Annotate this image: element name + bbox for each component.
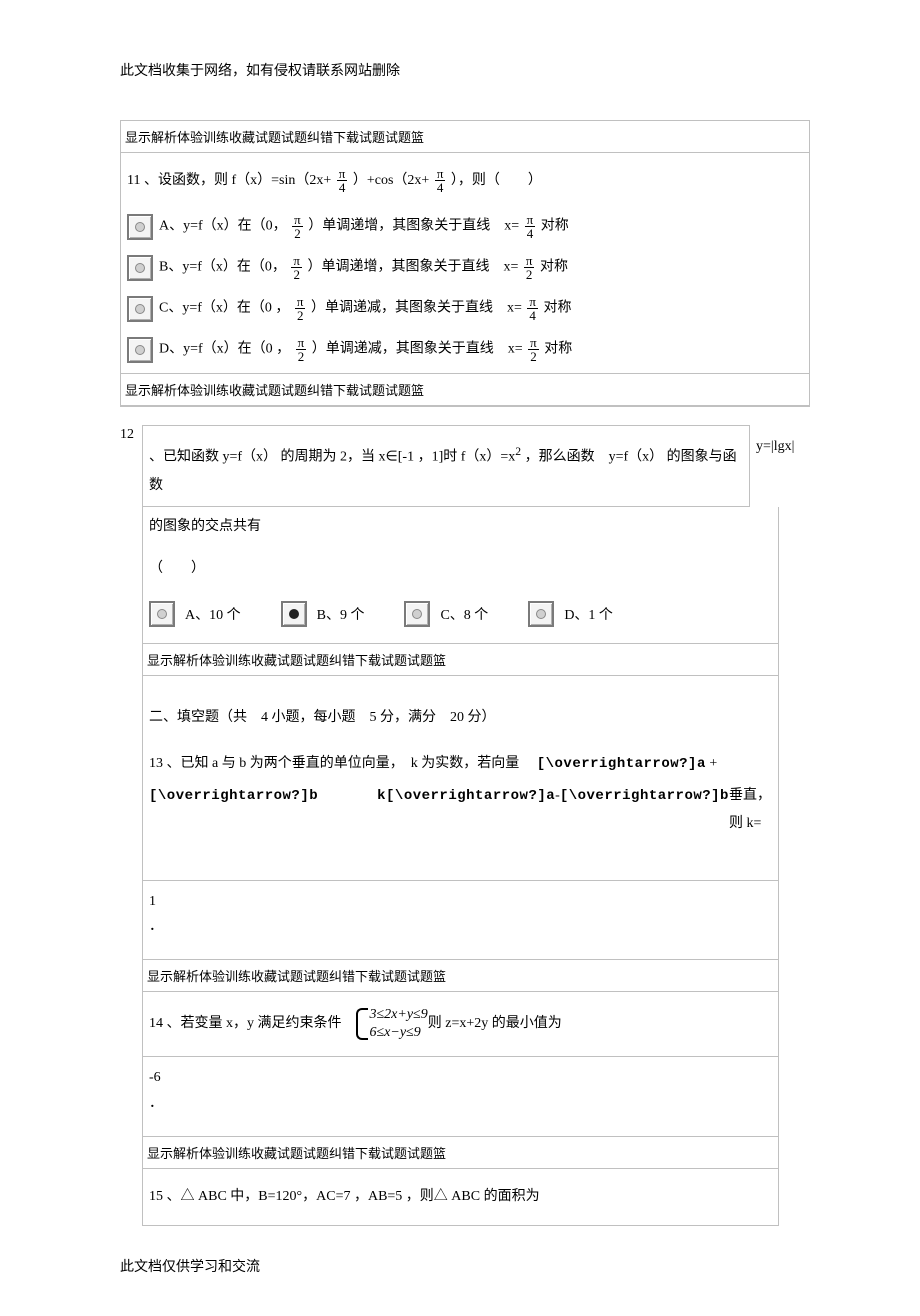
q14-answer: -6 ． bbox=[143, 1056, 778, 1135]
option-text: D、1 个 bbox=[564, 604, 613, 624]
header-note: 此文档收集于网络，如有侵权请联系网站删除 bbox=[120, 60, 810, 80]
option-a[interactable]: A、y=f（x）在（0， π2 ）单调递增，其图象关于直线 x= π4 对称 bbox=[121, 209, 809, 250]
footer-note: 此文档仅供学习和交流 bbox=[120, 1256, 810, 1276]
option-c[interactable]: C、y=f（x）在（0 ， π2 ）单调递减，其图象关于直线 x= π4 对称 bbox=[121, 291, 809, 332]
q14-text: 14 、若变量 x，y 满足约束条件 bbox=[149, 1010, 356, 1038]
q13-text: 13 、已知 a 与 b 为两个垂直的单位向量， k 为实数，若向量 bbox=[149, 756, 533, 771]
plus: + bbox=[709, 756, 717, 771]
radio-icon[interactable] bbox=[127, 214, 153, 240]
fraction: π4 bbox=[337, 167, 348, 194]
tail: 垂直，则 k= bbox=[729, 782, 772, 838]
q12-stem: 、已知函数 y=f（x） 的周期为 2，当 x∈[-1 ，1]时 f（x）=x2… bbox=[143, 426, 749, 506]
q13-answer: 1 ． bbox=[143, 880, 778, 959]
toolbar[interactable]: 显示解析体验训练收藏试题试题纠错下载试题试题篮 bbox=[121, 121, 809, 153]
q11-text: ）+cos（2x+ bbox=[353, 173, 433, 188]
toolbar[interactable]: 显示解析体验训练收藏试题试题纠错下载试题试题篮 bbox=[143, 1136, 778, 1169]
option-text: A、10 个 bbox=[185, 604, 241, 624]
toolbar[interactable]: 显示解析体验训练收藏试题试题纠错下载试题试题篮 bbox=[143, 643, 778, 676]
toolbar[interactable]: 显示解析体验训练收藏试题试题纠错下载试题试题篮 bbox=[121, 373, 809, 406]
q12-rhs: y=|lgx| bbox=[750, 425, 810, 455]
q15-stem: 15 、△ ABC 中，B=120°，AC=7 ，AB=5 ，则△ ABC 的面… bbox=[143, 1169, 778, 1225]
question-11-box: 显示解析体验训练收藏试题试题纠错下载试题试题篮 11 、设函数，则 f（x）=s… bbox=[120, 120, 810, 407]
question-12-box: 、已知函数 y=f（x） 的周期为 2，当 x∈[-1 ，1]时 f（x）=x2… bbox=[142, 425, 750, 507]
q12-options: A、10 个 B、9 个 C、8 个 D、1 个 bbox=[143, 597, 778, 643]
option-text: C、y=f（x）在（0 ， π2 ）单调递减，其图象关于直线 x= π4 对称 bbox=[159, 295, 571, 322]
option-d[interactable]: D、y=f（x）在（0 ， π2 ）单调递减，其图象关于直线 x= π2 对称 bbox=[121, 332, 809, 373]
answer-value: -6 bbox=[149, 1065, 772, 1090]
question-12-box-cont: 的图象的交点共有 （ ） A、10 个 B、9 个 C、8 个 bbox=[142, 507, 779, 1226]
q13-stem-line2: [\overrightarrow?]b 与向量 k[\overrightarro… bbox=[143, 782, 778, 880]
constraint-system: 3≤2x+y≤9 6≤x−y≤9 bbox=[356, 1006, 428, 1042]
toolbar[interactable]: 显示解析体验训练收藏试题试题纠错下载试题试题篮 bbox=[143, 959, 778, 992]
radio-icon[interactable] bbox=[127, 296, 153, 322]
option-text: D、y=f（x）在（0 ， π2 ）单调递减，其图象关于直线 x= π2 对称 bbox=[159, 336, 572, 363]
q11-stem: 11 、设函数，则 f（x）=sin（2x+ π4 ）+cos（2x+ π4 ）… bbox=[121, 153, 809, 209]
vector-a: [\overrightarrow?]a bbox=[537, 756, 706, 772]
period: ． bbox=[149, 1091, 772, 1116]
fraction: π4 bbox=[435, 167, 446, 194]
q11-text: ），则（ ） bbox=[451, 173, 542, 188]
radio-icon[interactable] bbox=[528, 601, 554, 627]
option-b[interactable]: B、9 个 bbox=[281, 601, 365, 627]
radio-icon[interactable] bbox=[281, 601, 307, 627]
option-d[interactable]: D、1 个 bbox=[528, 601, 613, 627]
vector-ka: k[\overrightarrow?]a bbox=[377, 782, 555, 810]
q14-stem: 14 、若变量 x，y 满足约束条件 3≤2x+y≤9 6≤x−y≤9 则 z=… bbox=[143, 992, 778, 1056]
option-text: C、8 个 bbox=[440, 604, 488, 624]
option-a[interactable]: A、10 个 bbox=[149, 601, 241, 627]
q12-text: 、已知函数 y=f（x） 的周期为 2，当 x∈[-1 ，1]时 f（x）=x bbox=[149, 450, 515, 465]
q11-text: 11 、设函数，则 f（x）=sin（2x+ bbox=[127, 173, 335, 188]
vector-b2: [\overrightarrow?]b bbox=[560, 782, 729, 810]
radio-icon[interactable] bbox=[404, 601, 430, 627]
answer-value: 1 bbox=[149, 889, 772, 914]
section-2-title: 二、填空题（共 4 小题，每小题 5 分，满分 20 分） bbox=[143, 676, 778, 736]
option-c[interactable]: C、8 个 bbox=[404, 601, 488, 627]
q12-text: 的图象的交点共有 bbox=[149, 513, 772, 541]
vector-b: [\overrightarrow?]b bbox=[149, 782, 318, 810]
radio-icon[interactable] bbox=[127, 337, 153, 363]
superscript: 2 bbox=[515, 445, 521, 458]
period: ． bbox=[149, 914, 772, 939]
radio-icon[interactable] bbox=[127, 255, 153, 281]
option-text: B、9 个 bbox=[317, 604, 365, 624]
radio-icon[interactable] bbox=[149, 601, 175, 627]
q12-paren: （ ） bbox=[149, 555, 772, 583]
q13-stem: 13 、已知 a 与 b 为两个垂直的单位向量， k 为实数，若向量 [\ove… bbox=[143, 736, 778, 782]
q14-text: 则 z=x+2y 的最小值为 bbox=[428, 1010, 562, 1038]
option-text: A、y=f（x）在（0， π2 ）单调递增，其图象关于直线 x= π4 对称 bbox=[159, 213, 569, 240]
q12-stem2: 的图象的交点共有 （ ） bbox=[143, 507, 778, 597]
q12-number: 12 bbox=[120, 425, 142, 443]
option-b[interactable]: B、y=f（x）在（0， π2 ）单调递增，其图象关于直线 x= π2 对称 bbox=[121, 250, 809, 291]
option-text: B、y=f（x）在（0， π2 ）单调递增，其图象关于直线 x= π2 对称 bbox=[159, 254, 568, 281]
